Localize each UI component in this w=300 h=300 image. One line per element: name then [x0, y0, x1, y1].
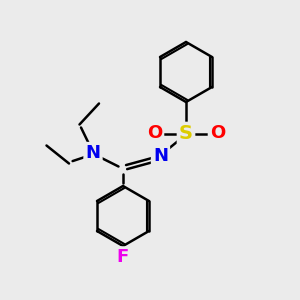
Text: F: F — [117, 248, 129, 266]
Text: N: N — [85, 144, 100, 162]
Text: O: O — [147, 124, 162, 142]
Text: N: N — [153, 147, 168, 165]
Text: O: O — [210, 124, 225, 142]
Text: S: S — [179, 124, 193, 143]
